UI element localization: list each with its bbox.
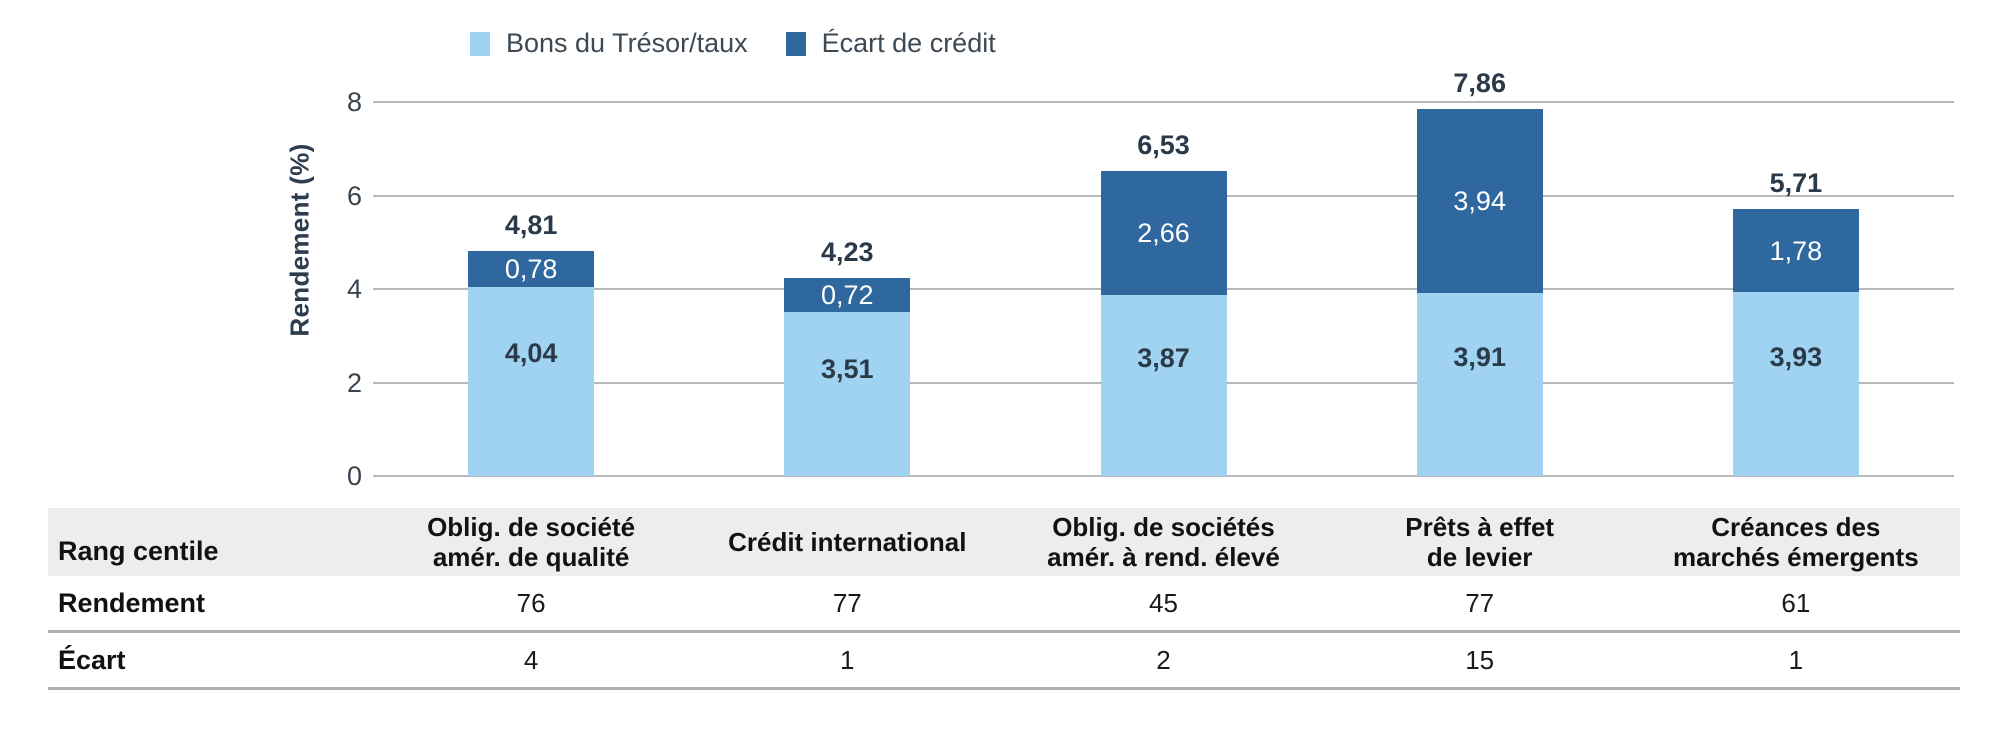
bar-2-treasury-segment xyxy=(1100,295,1227,476)
table-header-line: de levier xyxy=(1426,542,1533,572)
table-row-label: Écart xyxy=(58,644,126,675)
y-axis-tick-label: 6 xyxy=(346,180,362,211)
legend-swatch-icon xyxy=(470,31,490,56)
percentile-table: Rang centile Oblig. de société amér. de qu… xyxy=(48,508,1960,690)
table-value-cell-0-0: 76 xyxy=(516,587,546,618)
bar-1-credit-segment xyxy=(784,278,911,312)
table-value-cell-1-4: 1 xyxy=(1788,644,1804,675)
bar-1-credit-label: 0,72 xyxy=(821,280,874,311)
table-header-line: Prêts à effet xyxy=(1405,512,1555,542)
stacked-bar-chart: Bons du Trésor/taux Écart de crédit Rende… xyxy=(284,28,1954,491)
bar-0-credit-segment xyxy=(468,250,595,288)
table-header-cell-0: Oblig. de société amér. de qualité xyxy=(373,508,689,576)
table-value-cell-1-0: 4 xyxy=(523,644,539,675)
bar-4-treasury-label: 3,93 xyxy=(1769,341,1823,372)
table-divider xyxy=(48,687,1960,690)
y-axis-tick-label: 0 xyxy=(346,461,362,491)
bar-4-credit-label: 1,78 xyxy=(1769,235,1823,266)
bar-3-credit-label: 3,94 xyxy=(1453,186,1506,217)
bar-2-credit-segment xyxy=(1100,170,1227,296)
table-header-cell-1: Crédit international xyxy=(689,508,1005,576)
legend-item-label: Bons du Trésor/taux xyxy=(506,28,748,58)
table-header-line: Crédit international xyxy=(728,527,967,557)
legend-item-0: Bons du Trésor/taux xyxy=(470,28,748,59)
table-value-cell-0-3: 77 xyxy=(1465,587,1495,618)
table-row-0: Rendement 76 77 45 77 61 xyxy=(48,576,1960,630)
table-value-cell-1-2: 2 xyxy=(1156,644,1171,675)
bar-2-treasury-label: 3,87 xyxy=(1137,343,1190,374)
table-header-line: amér. de qualité xyxy=(432,542,630,572)
table-corner-label: Rang centile xyxy=(58,536,219,566)
bar-0-credit-label: 0,78 xyxy=(504,253,558,284)
table-value-cell-1-3: 15 xyxy=(1465,644,1495,675)
bar-4-treasury-segment xyxy=(1732,292,1859,476)
table-value-cell-1-1: 1 xyxy=(840,644,855,675)
bar-0-treasury-segment xyxy=(468,287,595,476)
table-header-line: amér. à rend. élevé xyxy=(1047,542,1280,572)
bar-3-credit-segment xyxy=(1416,109,1543,294)
table-value-cell-0-1: 77 xyxy=(832,587,862,618)
bar-1-treasury-segment xyxy=(784,311,911,476)
bar-0-treasury-label: 4,04 xyxy=(504,338,558,369)
bar-3-treasury-label: 3,91 xyxy=(1453,342,1506,373)
table-header-cell-3: Prêts à effet de levier xyxy=(1322,508,1638,576)
chart-legend: Bons du Trésor/taux Écart de crédit xyxy=(470,28,996,59)
legend-item-1: Écart de crédit xyxy=(785,28,996,59)
table-header-cell-2: Oblig. de sociétés amér. à rend. élevé xyxy=(1005,508,1321,576)
table-header-line: Oblig. de société xyxy=(427,512,636,542)
table-row-label: Rendement xyxy=(58,587,206,618)
gridline xyxy=(373,475,1954,477)
table-divider xyxy=(48,630,1960,633)
y-axis-tick-label: 2 xyxy=(346,367,362,398)
legend-item-label: Écart de crédit xyxy=(821,28,996,58)
table-header-line: Oblig. de sociétés xyxy=(1052,512,1275,542)
bar-3-total-label: 7,86 xyxy=(1453,68,1506,98)
bar-1-treasury-label: 3,51 xyxy=(821,354,874,385)
bar-1-total-label: 4,23 xyxy=(821,237,874,268)
table-header-cell-4: Créances des marchés émergents xyxy=(1638,508,1954,576)
table-header-line: Créances des xyxy=(1711,512,1881,542)
y-axis-title: Rendement (%) xyxy=(284,143,315,337)
bar-3-treasury-segment xyxy=(1416,293,1543,476)
bar-0-total-label: 4,81 xyxy=(504,209,558,240)
bar-4-credit-segment xyxy=(1732,209,1859,293)
table-header-line: marchés émergents xyxy=(1673,542,1919,572)
table-value-cell-0-2: 45 xyxy=(1149,587,1178,618)
bar-2-credit-label: 2,66 xyxy=(1137,217,1190,248)
legend-swatch-icon xyxy=(785,31,806,56)
table-row-1: Écart 4 1 2 15 1 xyxy=(48,633,1960,687)
y-axis-tick-label: 4 xyxy=(346,274,362,304)
bar-4-total-label: 5,71 xyxy=(1769,168,1823,199)
bar-2-total-label: 6,53 xyxy=(1137,129,1190,160)
table-header-row: Rang centile Oblig. de société amér. de qu… xyxy=(48,508,1960,576)
y-axis-tick-label: 8 xyxy=(346,87,362,117)
table-value-cell-0-4: 61 xyxy=(1781,587,1811,618)
gridline xyxy=(373,101,1954,103)
